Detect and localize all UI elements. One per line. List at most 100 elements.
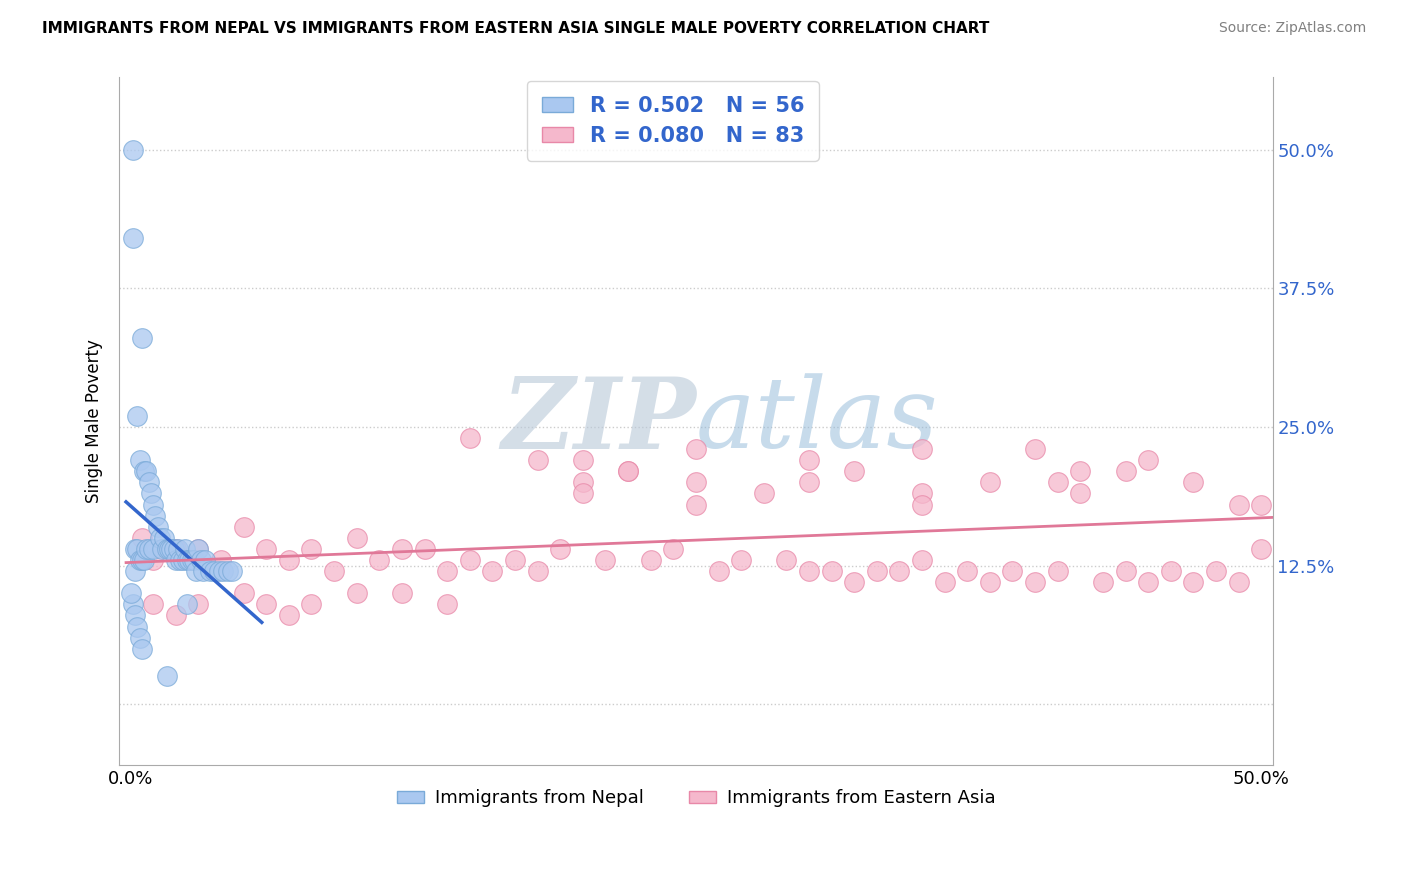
Point (165, 541, 187, 556)
Point (173, 541, 195, 556)
Point (277, 608, 299, 623)
Point (183, 553, 205, 567)
Point (526, 453, 548, 467)
Point (1024, 442, 1046, 456)
Point (368, 553, 391, 567)
Point (844, 464, 866, 478)
Point (346, 586, 368, 600)
Point (176, 553, 198, 567)
Point (208, 564, 231, 578)
Point (145, 508, 167, 523)
Point (301, 541, 323, 556)
Point (150, 541, 173, 556)
Point (1069, 464, 1091, 478)
Point (391, 586, 413, 600)
Point (254, 541, 277, 556)
Point (1137, 453, 1160, 467)
Point (191, 564, 214, 578)
Point (752, 486, 775, 500)
Point (301, 598, 323, 612)
Point (458, 431, 481, 445)
Point (165, 608, 187, 623)
Point (458, 553, 481, 567)
Point (186, 564, 208, 578)
Point (911, 442, 934, 456)
Point (911, 553, 934, 567)
Point (221, 564, 243, 578)
Point (254, 598, 277, 612)
Point (202, 564, 225, 578)
Point (1091, 575, 1114, 590)
Point (1227, 575, 1250, 590)
Point (391, 541, 413, 556)
Point (198, 564, 221, 578)
Point (1160, 564, 1182, 578)
Point (1024, 575, 1046, 590)
Point (131, 331, 153, 345)
Point (131, 553, 153, 567)
Point (209, 553, 232, 567)
Point (187, 598, 209, 612)
Point (685, 442, 707, 456)
Point (142, 553, 165, 567)
Point (131, 531, 153, 545)
Point (277, 553, 299, 567)
Point (1250, 541, 1272, 556)
Point (187, 541, 209, 556)
Point (1137, 575, 1160, 590)
Point (124, 541, 146, 556)
Point (503, 553, 526, 567)
Point (1205, 564, 1227, 578)
Y-axis label: Single Male Poverty: Single Male Poverty (86, 339, 103, 503)
Point (889, 564, 911, 578)
Point (138, 541, 160, 556)
Point (128, 453, 150, 467)
Point (979, 475, 1001, 490)
Point (979, 575, 1001, 590)
Point (911, 486, 934, 500)
Point (436, 564, 458, 578)
Point (730, 553, 752, 567)
Point (481, 564, 503, 578)
Point (212, 564, 235, 578)
Point (142, 598, 165, 612)
Point (121, 143, 143, 157)
Point (1069, 486, 1091, 500)
Point (797, 453, 820, 467)
Point (190, 553, 212, 567)
Point (162, 541, 184, 556)
Point (436, 598, 458, 612)
Point (135, 541, 157, 556)
Point (179, 553, 201, 567)
Point (844, 575, 866, 590)
Point (121, 598, 143, 612)
Text: IMMIGRANTS FROM NEPAL VS IMMIGRANTS FROM EASTERN ASIA SINGLE MALE POVERTY CORREL: IMMIGRANTS FROM NEPAL VS IMMIGRANTS FROM… (42, 21, 990, 36)
Point (134, 553, 156, 567)
Point (232, 586, 254, 600)
Point (232, 519, 254, 533)
Point (172, 553, 194, 567)
Point (934, 575, 956, 590)
Point (149, 531, 172, 545)
Text: ZIP: ZIP (501, 373, 696, 469)
Point (775, 553, 797, 567)
Point (346, 531, 368, 545)
Point (685, 498, 707, 512)
Point (127, 541, 149, 556)
Point (911, 498, 934, 512)
Point (1046, 564, 1069, 578)
Point (127, 619, 149, 633)
Point (1115, 464, 1137, 478)
Point (180, 553, 202, 567)
Point (124, 564, 146, 578)
Point (617, 464, 640, 478)
Point (797, 475, 820, 490)
Point (866, 564, 889, 578)
Point (526, 564, 548, 578)
Point (413, 541, 436, 556)
Point (167, 541, 190, 556)
Point (153, 531, 176, 545)
Point (956, 564, 979, 578)
Point (142, 541, 165, 556)
Point (157, 541, 180, 556)
